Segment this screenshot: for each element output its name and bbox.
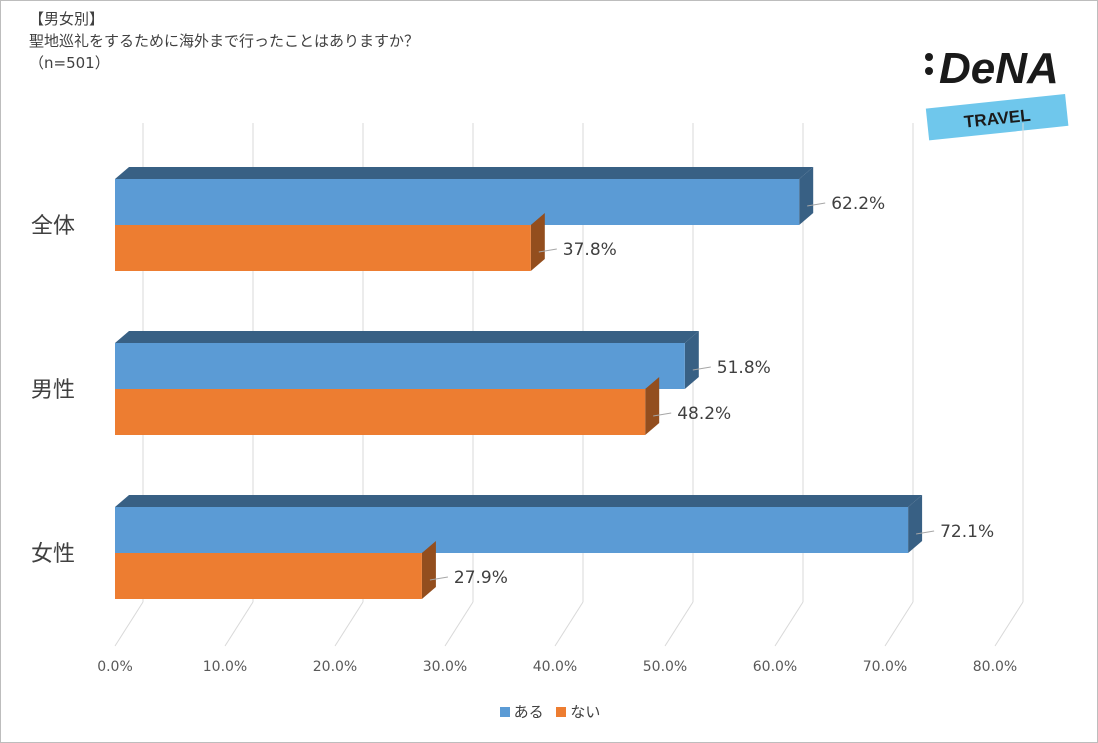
gridline-floor xyxy=(664,601,694,647)
bar-side xyxy=(799,167,814,225)
bar-nai xyxy=(115,225,531,271)
legend-item-aru: ある xyxy=(499,701,544,722)
legend-label-aru: ある xyxy=(513,703,544,721)
bar-side xyxy=(684,331,699,389)
x-tick-label: 60.0% xyxy=(753,659,797,675)
sample-size: （n=501） xyxy=(29,54,110,72)
legend-swatch-nai xyxy=(556,706,567,717)
category-label: 男性 xyxy=(31,378,75,403)
data-label: 72.1% xyxy=(940,522,994,542)
category-label: 女性 xyxy=(31,542,75,567)
x-tick-label: 80.0% xyxy=(973,659,1017,675)
bar-side xyxy=(645,377,660,435)
bar-nai xyxy=(115,553,422,599)
chart-question: 聖地巡礼をするために海外まで行ったことはありますか？ xyxy=(29,32,420,50)
x-tick-label: 20.0% xyxy=(313,659,357,675)
bar-side xyxy=(530,213,545,271)
leader-line xyxy=(807,202,826,207)
x-tick-label: 70.0% xyxy=(863,659,907,675)
x-tick-label: 0.0% xyxy=(97,659,133,675)
legend-item-nai: ない xyxy=(556,701,600,722)
leader-line xyxy=(429,576,448,581)
gridline-floor xyxy=(774,601,804,647)
data-label: 27.9% xyxy=(454,568,508,588)
gridline-floor xyxy=(114,601,144,647)
x-tick-label: 50.0% xyxy=(643,659,687,675)
gridline-floor xyxy=(224,601,254,647)
legend-label-nai: ない xyxy=(570,703,601,721)
gridline-floor xyxy=(444,601,474,647)
gridline-floor xyxy=(994,601,1024,647)
x-tick-label: 10.0% xyxy=(203,659,247,675)
data-label: 48.2% xyxy=(677,404,731,424)
leader-line xyxy=(692,366,711,371)
bar-side xyxy=(908,495,923,553)
data-label: 51.8% xyxy=(717,358,771,378)
gridline-floor xyxy=(884,601,914,647)
leader-line xyxy=(538,248,557,253)
bar-top xyxy=(115,495,923,507)
bar-aru xyxy=(115,343,685,389)
data-label: 62.2% xyxy=(831,194,885,214)
legend: ある ない xyxy=(1,701,1098,722)
dena-travel-logo: DeNA TRAVEL xyxy=(925,44,1069,141)
chart-tag: 【男女別】 xyxy=(29,10,105,28)
category-label: 全体 xyxy=(31,214,75,239)
x-tick-label: 30.0% xyxy=(423,659,467,675)
gridline-floor xyxy=(554,601,584,647)
logo-brand: DeNA xyxy=(939,44,1059,93)
bar-side xyxy=(421,541,436,599)
bar-top xyxy=(115,331,699,343)
bar-aru xyxy=(115,507,909,553)
leader-line xyxy=(653,412,672,417)
bar-aru xyxy=(115,179,800,225)
legend-swatch-aru xyxy=(499,706,510,717)
x-tick-label: 40.0% xyxy=(533,659,577,675)
leader-line xyxy=(916,530,935,535)
gridline-floor xyxy=(334,601,364,647)
bar-top xyxy=(115,167,814,179)
bar-chart: 0.0% 10.0% 20.0% 30.0% 40.0% 50.0% 60.0% 70.0% 8… xyxy=(31,123,1024,675)
bar-nai xyxy=(115,389,646,435)
data-label: 37.8% xyxy=(563,240,617,260)
